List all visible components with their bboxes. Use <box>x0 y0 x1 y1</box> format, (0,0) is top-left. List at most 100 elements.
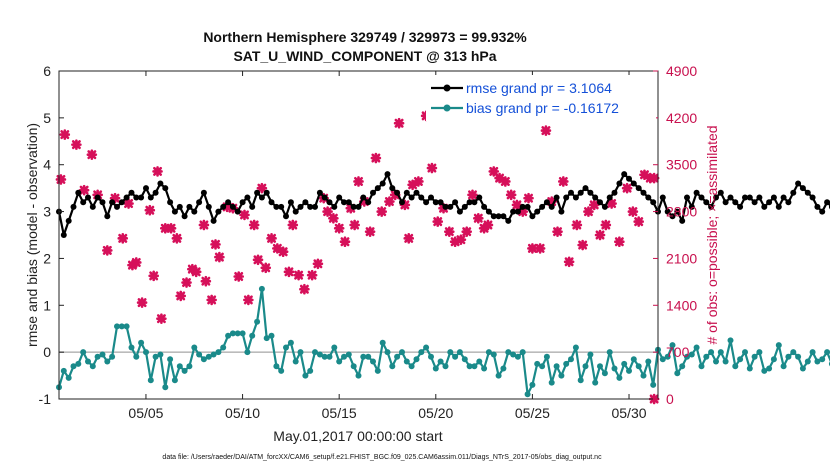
obs-marker-24 <box>198 219 210 231</box>
bias-point-119 <box>630 356 637 363</box>
rmse-point-154 <box>799 185 806 192</box>
obs-marker-101 <box>627 206 639 217</box>
rmse-point-114 <box>606 194 613 201</box>
y-tick-label-7: 6 <box>43 63 51 79</box>
obs-marker-48 <box>322 206 333 217</box>
bias-point-71 <box>399 349 405 356</box>
obs-marker-2 <box>71 139 82 150</box>
rmse-point-131 <box>688 203 695 210</box>
rmse-point-44 <box>268 199 275 206</box>
obs-marker-92 <box>571 219 583 231</box>
bias-point-19 <box>147 377 154 384</box>
bias-point-42 <box>258 285 265 292</box>
bias-point-153 <box>795 353 802 360</box>
obs-marker-71 <box>449 236 461 247</box>
rmse-point-58 <box>336 194 343 201</box>
rmse-point-94 <box>510 208 517 215</box>
rmse-point-32 <box>210 217 217 224</box>
obs-marker-55 <box>358 196 370 207</box>
x-tick-label-4: 05/25 <box>515 405 550 421</box>
bias-point-99 <box>534 360 541 367</box>
rmse-point-70 <box>394 189 401 196</box>
rmse-point-47 <box>283 213 289 220</box>
rmse-point-28 <box>191 208 198 215</box>
obs-marker-102 <box>633 216 644 227</box>
bias-point-135 <box>708 349 715 356</box>
bias-point-151 <box>785 353 792 360</box>
rmse-point-45 <box>273 203 280 210</box>
bias-point-60 <box>345 351 352 358</box>
rmse-point-145 <box>756 194 763 201</box>
bias-point-75 <box>418 349 425 356</box>
bias-point-87 <box>476 358 483 365</box>
bias-point-4 <box>75 360 82 367</box>
bias-point-77 <box>428 353 434 360</box>
rmse-point-13 <box>118 199 125 206</box>
bias-point-20 <box>152 353 159 360</box>
rmse-point-95 <box>514 208 521 215</box>
bias-point-22 <box>162 384 169 391</box>
rmse-point-126 <box>664 208 671 215</box>
rmse-point-17 <box>138 194 145 201</box>
rmse-point-61 <box>350 203 357 210</box>
rmse-point-46 <box>278 203 285 210</box>
bias-point-78 <box>432 365 439 372</box>
bias-point-88 <box>481 365 488 372</box>
rmse-point-39 <box>244 194 251 201</box>
rmse-point-84 <box>461 203 468 210</box>
rmse-point-132 <box>693 189 700 196</box>
rmse-point-5 <box>80 199 87 206</box>
rmse-point-149 <box>775 203 782 210</box>
obs-marker-105 <box>648 172 660 184</box>
rmse-point-92 <box>500 213 507 220</box>
bias-point-17 <box>138 339 145 346</box>
rmse-point-113 <box>601 203 608 210</box>
y-tick-label-6: 5 <box>43 110 51 126</box>
bias-point-130 <box>684 353 690 360</box>
bias-point-122 <box>645 358 652 365</box>
y-tick-label-5: 4 <box>43 157 51 173</box>
rmse-point-67 <box>379 180 386 187</box>
bias-point-106 <box>568 356 574 363</box>
bias-point-64 <box>365 353 372 360</box>
rmse-point-121 <box>640 189 647 196</box>
rmse-point-157 <box>814 203 821 210</box>
obs-marker-20 <box>175 290 187 302</box>
bias-point-138 <box>722 358 729 365</box>
bias-point-69 <box>389 363 396 370</box>
bias-point-113 <box>601 370 608 377</box>
obs-marker-61 <box>393 117 405 129</box>
bias-point-79 <box>437 358 444 365</box>
bias-series <box>56 285 830 398</box>
bias-point-96 <box>519 349 526 356</box>
bias-point-43 <box>263 335 270 342</box>
y-right-tick-label-0: 0 <box>666 391 674 407</box>
obs-marker-27 <box>210 239 221 250</box>
rmse-point-11 <box>109 199 116 206</box>
rmse-point-158 <box>819 208 826 215</box>
bias-point-133 <box>698 363 705 370</box>
bias-point-120 <box>635 363 642 370</box>
rmse-point-63 <box>360 194 367 201</box>
bias-point-91 <box>495 372 502 379</box>
obs-marker-103 <box>639 169 650 181</box>
obs-marker-31 <box>233 271 244 282</box>
bias-point-154 <box>799 365 806 372</box>
obs-marker-90 <box>558 176 569 187</box>
bias-point-14 <box>123 323 130 330</box>
bias-point-117 <box>621 360 628 367</box>
obs-marker-25 <box>200 275 212 287</box>
bias-point-118 <box>626 367 632 374</box>
obs-marker-56 <box>364 226 376 237</box>
bias-point-100 <box>539 363 546 370</box>
obs-marker-93 <box>577 239 588 251</box>
bias-point-115 <box>611 365 618 372</box>
rmse-point-147 <box>766 199 773 206</box>
rmse-point-2 <box>65 217 72 224</box>
obs-marker-74 <box>467 189 478 201</box>
bias-point-41 <box>254 318 261 325</box>
bias-point-145 <box>756 349 763 356</box>
bias-point-137 <box>717 349 724 356</box>
legend-rmse-marker <box>443 84 451 92</box>
bias-point-52 <box>307 367 314 374</box>
